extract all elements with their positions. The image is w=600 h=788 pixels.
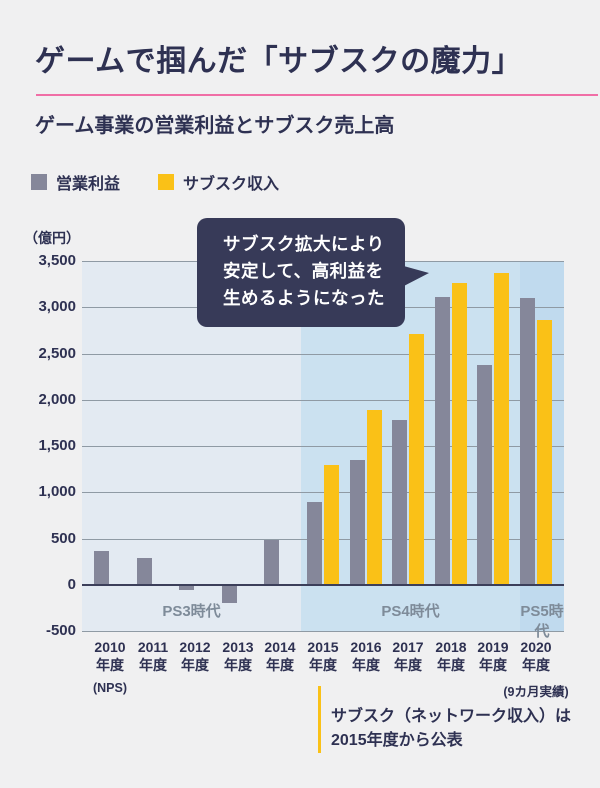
page-title: ゲームで掴んだ「サブスクの魔力」 [35, 45, 523, 78]
y-tick-label: 1,500 [38, 437, 76, 454]
operating-profit-swatch-icon [31, 174, 47, 190]
x-tick-label-2017: 2017 年度 [392, 639, 424, 673]
bar-operating-profit-2013 [222, 585, 237, 603]
bar-operating-profit-2015 [307, 502, 322, 584]
bar-operating-profit-2011 [137, 558, 152, 585]
y-axis-unit-label: （億円） [24, 230, 80, 246]
footnote-line: サブスク（ネットワーク収入）は [331, 708, 572, 725]
era-label: PS5時代 [520, 603, 564, 640]
bar-subscription-2016 [367, 410, 382, 585]
legend-item-operating-profit: 営業利益 [31, 170, 120, 194]
callout-pointer-icon [400, 265, 429, 288]
bar-operating-profit-2014 [264, 540, 279, 584]
callout-text: 生めるようになった [223, 288, 385, 308]
annotation-callout: サブスク拡大により 安定して、高利益を 生めるようになった [197, 218, 405, 327]
legend-item-subscription: サブスク収入 [158, 170, 279, 194]
y-tick-label: 3,500 [38, 252, 76, 269]
x-tick-label-2011: 2011 年度 [137, 639, 169, 673]
bar-operating-profit-2017 [392, 420, 407, 585]
bar-subscription-2017 [409, 334, 424, 585]
bar-operating-profit-2020 [520, 298, 535, 585]
gridline [82, 400, 564, 401]
x-tick-label-2020: 2020 年度 [520, 639, 552, 673]
chart-legend: 営業利益 サブスク収入 [31, 170, 303, 194]
x-tick-label-2016: 2016 年度 [350, 639, 382, 673]
footnote: サブスク（ネットワーク収入）は 2015年度から公表 [331, 705, 591, 753]
legend-label: 営業利益 [56, 176, 121, 193]
x-axis-note: (NPS) [92, 681, 128, 695]
bar-subscription-2018 [452, 283, 467, 585]
subscription-swatch-icon [158, 174, 175, 190]
bar-subscription-2020 [537, 320, 552, 585]
y-tick-label: 2,000 [38, 391, 76, 408]
y-tick-label: 2,500 [38, 345, 76, 362]
bar-operating-profit-2018 [435, 297, 450, 585]
footnote-accent-line [318, 686, 321, 753]
x-tick-label-2014: 2014 年度 [264, 639, 296, 673]
title-accent-rule [36, 94, 598, 96]
x-tick-label-2012: 2012 年度 [179, 639, 211, 673]
y-tick-label: 0 [67, 576, 76, 593]
bar-subscription-2015 [324, 465, 339, 584]
bar-operating-profit-2019 [477, 365, 492, 585]
bar-subscription-2019 [494, 273, 509, 585]
callout-text: サブスク拡大により [223, 234, 385, 254]
gridline [82, 354, 564, 355]
era-label: PS4時代 [381, 603, 440, 620]
zero-gridline [82, 584, 564, 586]
legend-label: サブスク収入 [183, 176, 280, 193]
y-tick-label: 1,000 [38, 483, 76, 500]
era-label: PS3時代 [162, 603, 221, 620]
x-tick-label-2018: 2018 年度 [435, 639, 467, 673]
y-tick-label: 3,000 [38, 298, 76, 315]
gridline [82, 539, 564, 540]
gridline [82, 446, 564, 447]
x-tick-label-2013: 2013 年度 [222, 639, 254, 673]
x-tick-label-2015: 2015 年度 [307, 639, 339, 673]
footnote-line: 2015年度から公表 [331, 732, 463, 749]
callout-text: 安定して、高利益を [223, 261, 384, 281]
bar-operating-profit-2012 [179, 585, 194, 590]
bar-operating-profit-2016 [350, 460, 365, 585]
bar-operating-profit-2010 [94, 551, 109, 584]
x-tick-label-2019: 2019 年度 [477, 639, 509, 673]
x-axis-note: (9カ月実績) [503, 685, 569, 699]
x-tick-label-2010: 2010 年度 [94, 639, 126, 673]
gridline [82, 492, 564, 493]
y-tick-label: 500 [50, 530, 76, 547]
chart-title: ゲーム事業の営業利益とサブスク売上高 [35, 115, 395, 137]
y-tick-label: -500 [45, 622, 76, 639]
gridline [82, 631, 564, 632]
